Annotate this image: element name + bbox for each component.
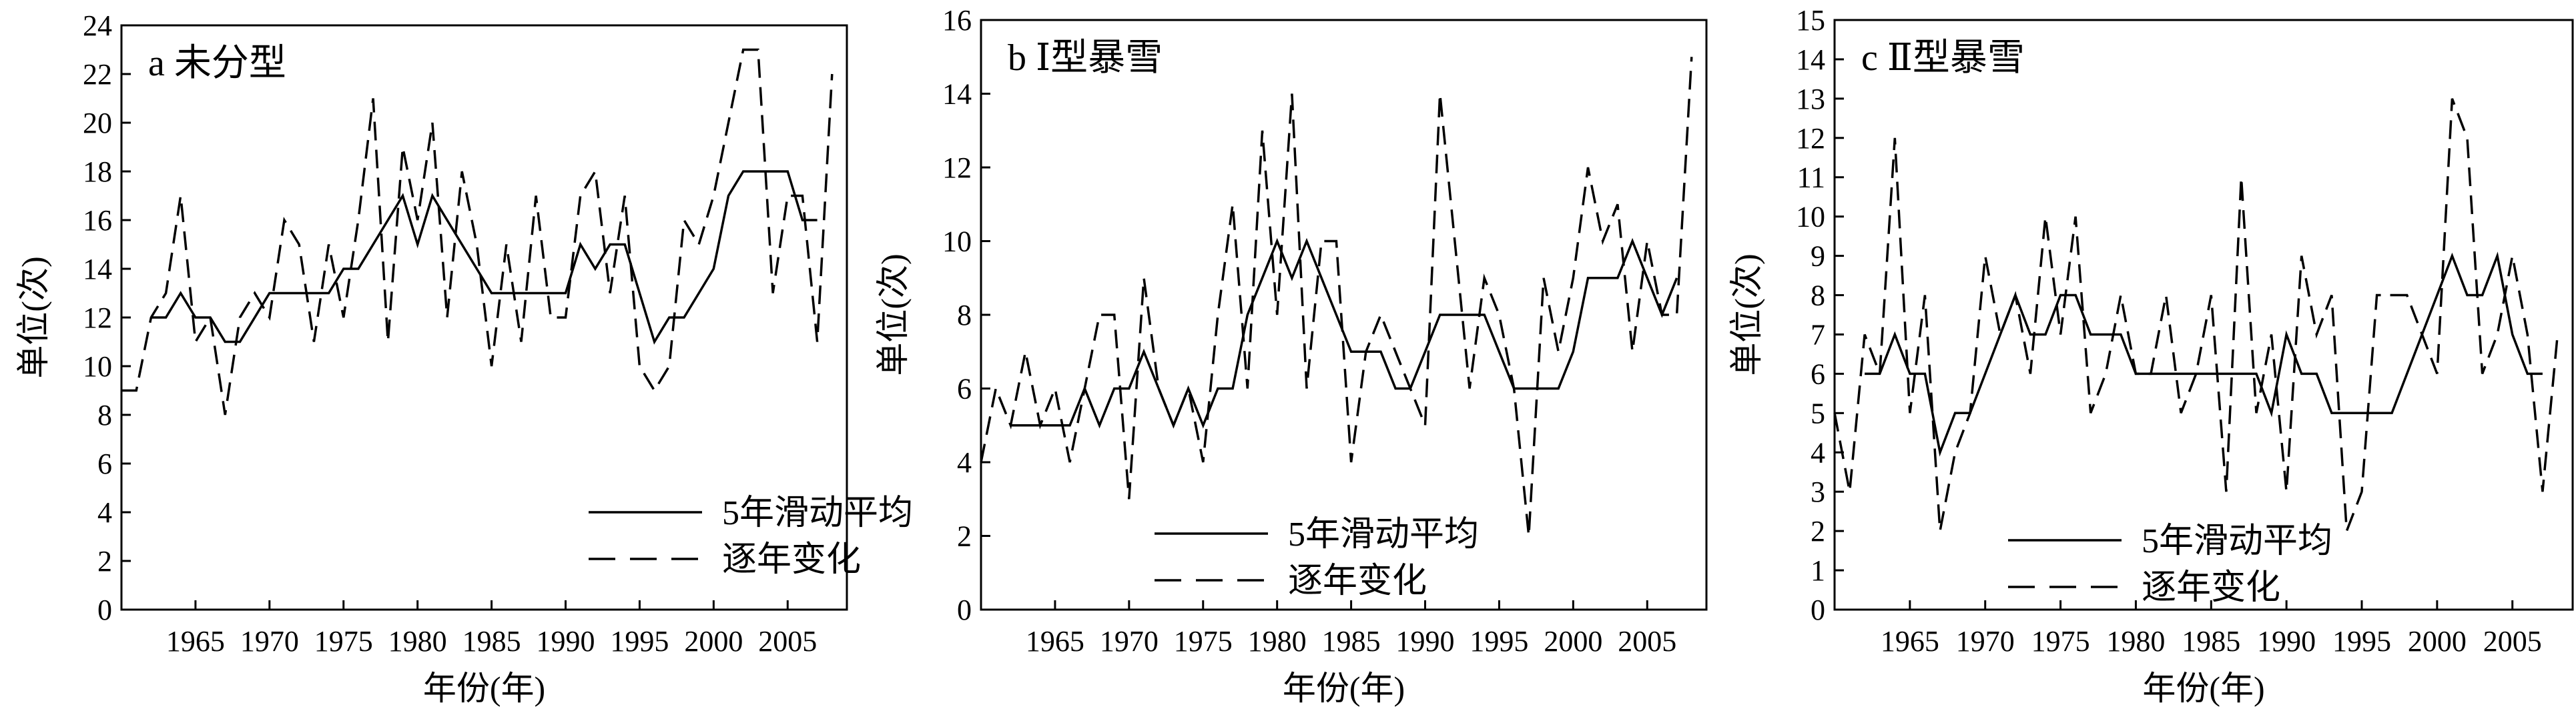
- x-tick-label: 1975: [1174, 625, 1233, 658]
- y-tick-label: 4: [957, 446, 972, 479]
- series-line-moving-average: [151, 170, 818, 345]
- x-axis-title: 年份(年): [1283, 670, 1405, 707]
- series-line-annual: [121, 48, 834, 416]
- y-tick-label: 13: [1796, 83, 1825, 115]
- x-tick-label: 1990: [2257, 625, 2316, 658]
- series-line-annual: [1833, 98, 2559, 532]
- y-tick-label: 14: [1796, 43, 1825, 76]
- x-tick-label: 1965: [166, 625, 225, 658]
- legend-label: 逐年变化: [1288, 562, 1427, 600]
- y-tick-label: 6: [957, 373, 972, 406]
- y-tick-label: 6: [97, 448, 112, 480]
- x-tick-label: 1970: [240, 625, 299, 658]
- x-tick-label: 1985: [462, 625, 521, 658]
- x-axis-title: 年份(年): [2142, 670, 2264, 707]
- x-tick-label: 1980: [1248, 625, 1307, 658]
- y-tick-label: 2: [97, 545, 112, 578]
- y-tick-label: 0: [957, 594, 972, 626]
- y-tick-label: 10: [1796, 201, 1825, 233]
- y-tick-label: 8: [957, 299, 972, 331]
- y-tick-label: 2: [1811, 515, 1825, 548]
- y-tick-label: 0: [97, 594, 112, 626]
- y-tick-label: 4: [1811, 436, 1825, 469]
- series-line-annual: [980, 57, 1693, 536]
- y-tick-label: 15: [1796, 4, 1825, 37]
- y-tick-label: 5: [1811, 397, 1825, 430]
- y-tick-label: 9: [1811, 240, 1825, 273]
- y-tick-label: 12: [942, 151, 972, 184]
- y-tick-label: 7: [1811, 318, 1825, 351]
- x-tick-label: 2005: [2483, 625, 2542, 658]
- y-tick-label: 3: [1811, 476, 1825, 508]
- x-tick-label: 1975: [2031, 625, 2090, 658]
- x-tick-label: 1985: [1322, 625, 1381, 658]
- y-tick-label: 16: [83, 204, 112, 237]
- y-tick-label: 2: [957, 520, 972, 553]
- legend-label: 5年滑动平均: [1288, 516, 1479, 554]
- y-axis-title: 单位(次): [15, 256, 52, 378]
- legend-label: 逐年变化: [722, 541, 861, 579]
- x-tick-label: 1990: [537, 625, 595, 658]
- legend-label: 5年滑动平均: [2142, 522, 2332, 560]
- y-tick-label: 10: [83, 350, 112, 383]
- y-tick-label: 4: [97, 496, 112, 529]
- y-tick-label: 11: [1797, 161, 1825, 194]
- x-tick-label: 1995: [610, 625, 669, 658]
- x-tick-label: 2005: [758, 625, 817, 658]
- plot-frame: [1833, 19, 2574, 611]
- y-axis-title: 单位(次): [874, 253, 912, 376]
- x-tick-label: 1990: [1396, 625, 1455, 658]
- x-tick-label: 1970: [1956, 625, 2015, 658]
- y-tick-label: 10: [942, 225, 972, 258]
- y-tick-label: 8: [1811, 279, 1825, 312]
- x-tick-label: 1965: [1881, 625, 1939, 658]
- series-line-moving-average: [1010, 237, 1678, 429]
- panel-title: b Ⅰ型暴雪: [1008, 37, 1163, 79]
- y-tick-label: 18: [83, 155, 112, 188]
- y-tick-label: 1: [1811, 554, 1825, 587]
- y-tick-label: 12: [1796, 122, 1825, 155]
- series-line-moving-average: [1865, 251, 2543, 457]
- x-tick-label: 1985: [2182, 625, 2240, 658]
- y-tick-label: 0: [1811, 594, 1825, 626]
- x-tick-label: 1980: [2106, 625, 2165, 658]
- legend-label: 5年滑动平均: [722, 494, 913, 532]
- y-tick-label: 22: [83, 58, 112, 91]
- y-tick-label: 14: [83, 253, 112, 285]
- x-tick-label: 1980: [388, 625, 447, 658]
- x-axis-title: 年份(年): [423, 670, 545, 707]
- x-tick-label: 1965: [1026, 625, 1084, 658]
- y-tick-label: 6: [1811, 358, 1825, 390]
- x-tick-label: 1975: [314, 625, 373, 658]
- x-tick-label: 1995: [2332, 625, 2391, 658]
- x-tick-label: 1995: [1470, 625, 1528, 658]
- panel-title: a 未分型: [148, 43, 286, 84]
- y-tick-label: 16: [942, 4, 972, 37]
- y-tick-label: 12: [83, 301, 112, 334]
- panel-title: c Ⅱ型暴雪: [1861, 37, 2025, 79]
- x-tick-label: 2000: [684, 625, 743, 658]
- y-tick-label: 8: [97, 399, 112, 432]
- y-tick-label: 14: [942, 78, 972, 111]
- x-tick-label: 2005: [1618, 625, 1676, 658]
- y-axis-title: 单位(次): [1728, 253, 1765, 376]
- x-tick-label: 2000: [2408, 625, 2467, 658]
- y-tick-label: 20: [83, 107, 112, 139]
- x-tick-label: 1970: [1100, 625, 1159, 658]
- chart-panel-2: 0 2 4 6 8 10 12 14 16 1965 1970 1975 1980 1985 1990 199…: [874, 4, 1708, 707]
- legend-label: 逐年变化: [2142, 569, 2280, 607]
- y-tick-label: 24: [83, 9, 112, 42]
- x-tick-label: 2000: [1544, 625, 1602, 658]
